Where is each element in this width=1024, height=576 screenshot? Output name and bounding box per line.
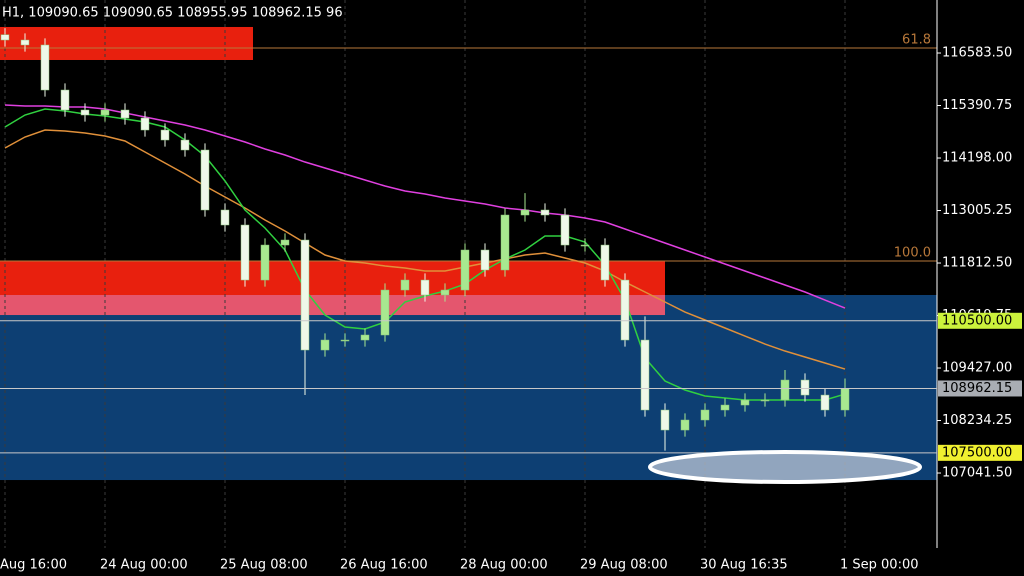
candle-body: [340, 339, 350, 342]
candle-body: [460, 249, 470, 291]
candle-body: [740, 399, 750, 406]
price-label: 110500.00: [942, 313, 1012, 328]
candle-body: [20, 39, 30, 46]
candle-body: [540, 209, 550, 216]
candle-body: [580, 244, 590, 247]
candle-body: [60, 89, 70, 111]
level-label: 61.8: [902, 33, 931, 48]
candle-body: [380, 289, 390, 336]
candle-body: [680, 419, 690, 431]
x-tick-label: Aug 16:00: [0, 558, 67, 573]
price-label: 108962.15: [942, 381, 1012, 396]
candle-body: [640, 339, 650, 411]
candle-body: [660, 409, 670, 431]
candle-body: [280, 239, 290, 246]
y-tick-label: 116583.50: [942, 46, 1012, 61]
y-tick-label: 111812.50: [942, 256, 1012, 271]
candle-body: [800, 379, 810, 396]
candle-body: [320, 339, 330, 351]
price-label: 107500.00: [942, 445, 1012, 460]
candle-body: [720, 404, 730, 411]
candle-body: [100, 109, 110, 116]
candle-body: [700, 409, 710, 421]
y-tick-label: 114198.00: [942, 151, 1012, 166]
candle-body: [240, 224, 250, 281]
y-tick-label: 109427.00: [942, 361, 1012, 376]
candle-body: [400, 279, 410, 291]
chart-title: H1, 109090.65 109090.65 108955.95 108962…: [2, 6, 343, 21]
candle-body: [300, 239, 310, 351]
zone: [0, 26, 253, 60]
candle-body: [260, 244, 270, 281]
candle-body: [40, 44, 50, 91]
candle-body: [820, 394, 830, 411]
price-label-box: [938, 444, 1022, 461]
candle-body: [360, 334, 370, 341]
candle-body: [180, 139, 190, 151]
candle-body: [200, 149, 210, 211]
candle-body: [520, 209, 530, 216]
candle-body: [440, 289, 450, 296]
candle-body: [780, 379, 790, 401]
zone: [0, 261, 665, 295]
x-tick-label: 25 Aug 08:00: [220, 558, 308, 573]
candle-body: [620, 279, 630, 341]
x-tick-label: 1 Sep 00:00: [840, 558, 919, 573]
candle-body: [420, 279, 430, 296]
y-tick-label: 107041.50: [942, 466, 1012, 481]
x-tick-label: 29 Aug 08:00: [580, 558, 668, 573]
candle-body: [480, 249, 490, 271]
candle-body: [0, 34, 10, 41]
zone: [0, 294, 665, 316]
y-tick-label: 115390.75: [942, 98, 1012, 113]
candle-body: [80, 109, 90, 116]
y-tick-label: 113005.25: [942, 203, 1012, 218]
price-label-box: [938, 380, 1022, 397]
candle-body: [500, 214, 510, 271]
level-label: 100.0: [894, 246, 931, 261]
x-tick-label: 28 Aug 00:00: [460, 558, 548, 573]
highlight-ellipse: [648, 450, 922, 484]
candle-body: [760, 399, 770, 402]
candle-body: [140, 117, 150, 131]
candle-body: [120, 109, 130, 119]
moving-average: [4, 129, 846, 370]
y-tick-label: 108234.25: [942, 413, 1012, 428]
candle-body: [160, 129, 170, 141]
x-tick-label: 30 Aug 16:35: [700, 558, 788, 573]
price-label-box: [938, 312, 1022, 329]
candle-body: [600, 244, 610, 281]
candle-body: [220, 209, 230, 226]
x-tick-label: 26 Aug 16:00: [340, 558, 428, 573]
candle-body: [560, 214, 570, 246]
candle-body: [840, 388, 850, 411]
x-tick-label: 24 Aug 00:00: [100, 558, 188, 573]
